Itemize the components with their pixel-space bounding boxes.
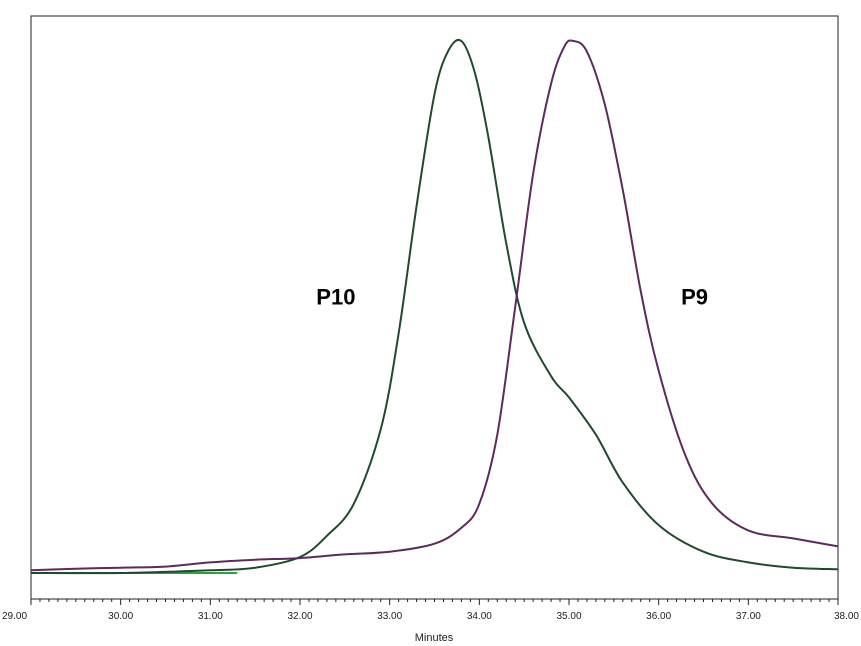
x-tick-label: 34.00 [467,611,492,622]
x-axis-tick-labels: 29.00 30.00 31.00 32.00 33.00 34.00 35.00 36.00… [2,611,859,622]
series-line-p9 [30,39,839,572]
x-tick-label: 31.00 [198,611,223,622]
x-tick-label: 35.00 [556,611,581,622]
x-tick-label: 33.00 [377,611,402,622]
series-group [30,38,839,575]
x-tick-label: 30.00 [108,611,133,622]
x-tick-label: 38.00 [834,611,859,622]
x-tick-label: 37.00 [736,611,761,622]
series-label-p10: P10 [316,284,355,309]
x-axis-ticks [30,599,839,605]
x-axis-title: Minutes [415,632,454,644]
x-tick-label: 36.00 [646,611,671,622]
plot-frame [30,15,839,600]
series-label-p9: P9 [681,284,708,309]
x-tick-label: 32.00 [287,611,312,622]
x-tick-label: 29.00 [2,611,27,622]
series-line-p10 [30,38,839,575]
series-labels: P10 P9 [316,284,708,309]
